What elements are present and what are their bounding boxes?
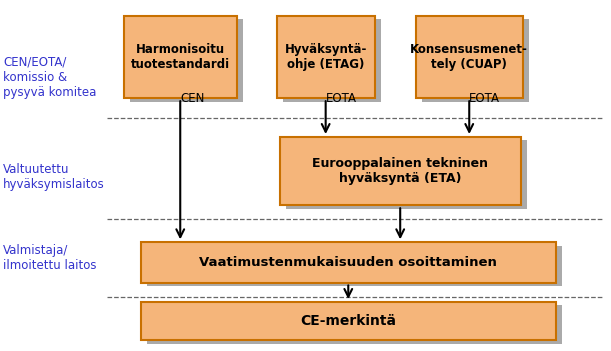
- Text: Vaatimustenmukaisuuden osoittaminen: Vaatimustenmukaisuuden osoittaminen: [199, 256, 497, 269]
- FancyBboxPatch shape: [130, 19, 243, 102]
- Text: Harmonisoitu
tuotestandardi: Harmonisoitu tuotestandardi: [131, 43, 230, 71]
- FancyBboxPatch shape: [277, 16, 375, 98]
- Text: Hyväksyntä-
ohje (ETAG): Hyväksyntä- ohje (ETAG): [285, 43, 367, 71]
- Text: EOTA: EOTA: [469, 92, 500, 105]
- FancyBboxPatch shape: [147, 246, 562, 286]
- Text: Konsensusmenet-
tely (CUAP): Konsensusmenet- tely (CUAP): [411, 43, 528, 71]
- FancyBboxPatch shape: [280, 137, 521, 205]
- Text: CEN/EOTA/
komissio &
pysyvä komitea: CEN/EOTA/ komissio & pysyvä komitea: [3, 56, 97, 99]
- FancyBboxPatch shape: [141, 242, 556, 283]
- Text: Eurooppalainen tekninen
hyväksyntä (ETA): Eurooppalainen tekninen hyväksyntä (ETA): [312, 157, 488, 185]
- FancyBboxPatch shape: [416, 16, 522, 98]
- FancyBboxPatch shape: [283, 19, 381, 102]
- Text: EOTA: EOTA: [326, 92, 357, 105]
- FancyBboxPatch shape: [422, 19, 529, 102]
- Text: CEN: CEN: [180, 92, 205, 105]
- Text: CE-merkintä: CE-merkintä: [300, 314, 397, 328]
- FancyBboxPatch shape: [147, 305, 562, 344]
- FancyBboxPatch shape: [141, 302, 556, 340]
- Text: Valmistaja/
ilmoitettu laitos: Valmistaja/ ilmoitettu laitos: [3, 244, 97, 272]
- FancyBboxPatch shape: [286, 140, 527, 209]
- FancyBboxPatch shape: [123, 16, 236, 98]
- Text: Valtuutettu
hyväksymislaitos: Valtuutettu hyväksymislaitos: [3, 163, 105, 191]
